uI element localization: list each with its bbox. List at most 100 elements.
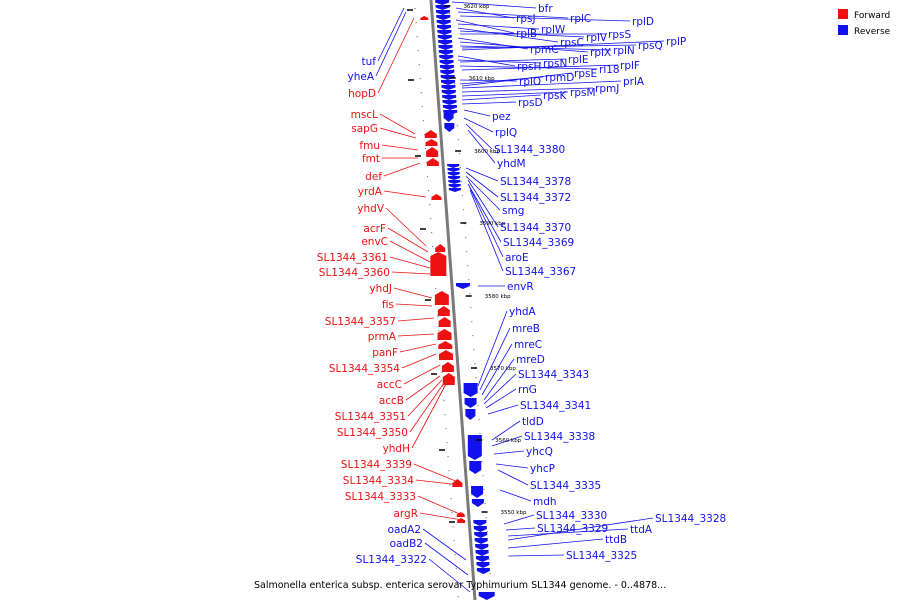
forward-gene-feature (438, 341, 453, 349)
leader-line (457, 59, 542, 64)
reverse-gene-feature (443, 113, 454, 122)
grid-dot (458, 153, 461, 155)
reverse-gene-feature (438, 45, 453, 50)
reverse-gene-feature (438, 50, 453, 55)
grid-dot (445, 428, 447, 430)
grid-dot (473, 349, 475, 351)
forward-gene-feature (452, 479, 463, 487)
forward-gene-feature (426, 147, 439, 157)
reverse-gene-label: rpsH (517, 61, 541, 73)
forward-gene-label: SL1344_3357 (325, 316, 396, 328)
reverse-gene-feature (469, 461, 482, 474)
reverse-gene-label: rpsM (570, 87, 596, 99)
reverse-gene-label: rpsK (543, 90, 567, 102)
leader-line (479, 327, 511, 391)
reverse-gene-feature (447, 168, 460, 172)
grid-dot (425, 162, 428, 164)
reverse-gene-label: smg (502, 205, 524, 217)
forward-gene-feature (424, 130, 437, 138)
grid-dot (426, 176, 429, 178)
forward-gene-label: SL1344_3354 (329, 363, 401, 375)
reverse-gene-feature (448, 180, 461, 184)
grid-dot (452, 526, 454, 528)
leader-line (467, 129, 496, 164)
grid-dot (469, 293, 471, 295)
scale-tick-label: 3580 kbp (485, 294, 511, 300)
grid-dot (414, 8, 416, 10)
reverse-gene-label: SL1344_3338 (524, 431, 595, 443)
leader-line (377, 17, 415, 94)
reverse-gene-label: SL1344_3372 (500, 192, 571, 204)
scale-tick-label: 3610 kbp (469, 76, 495, 82)
grid-dot (461, 195, 464, 197)
reverse-gene-label: rpsD (518, 97, 543, 109)
leader-line (409, 382, 445, 433)
leader-line (461, 64, 619, 71)
leader-line (401, 353, 437, 369)
forward-gene-label: fmu (359, 140, 380, 152)
grid-dot (418, 64, 420, 66)
reverse-gene-label: rl18 (599, 64, 620, 76)
reverse-gene-feature (442, 105, 457, 110)
grid-dot (484, 503, 486, 505)
forward-gene-label: fmt (362, 153, 380, 165)
leader-line (399, 343, 437, 353)
reverse-gene-feature (437, 30, 452, 35)
scale-tick-label: 3550 kbp (501, 510, 527, 516)
leader-line (463, 117, 494, 133)
forward-gene-label: SL1344_3334 (343, 475, 415, 487)
reverse-gene-label: SL1344_3370 (500, 222, 571, 234)
reverse-gene-feature (440, 70, 455, 75)
leader-line (469, 187, 504, 258)
reverse-gene-feature (475, 550, 489, 556)
leader-line (459, 15, 631, 22)
legend-reverse-label: Reverse (854, 27, 891, 37)
leader-line (379, 127, 417, 139)
leader-line (491, 420, 521, 441)
leader-line (503, 514, 535, 525)
leader-line (465, 167, 499, 182)
reverse-gene-feature (442, 100, 457, 105)
forward-gene-feature (442, 373, 455, 385)
reverse-gene-feature (474, 538, 488, 544)
leader-line (457, 11, 569, 19)
forward-gene-feature (456, 512, 465, 517)
leader-line (387, 227, 429, 253)
reverse-gene-label: yhdM (497, 158, 526, 170)
leader-line (422, 528, 467, 561)
reverse-gene-label: aroE (505, 252, 529, 264)
forward-gene-label: SL1344_3339 (341, 459, 412, 471)
scale-ticks: 3620 kbp 3610 kbp 3600 kbp 3590 kbp 3580 kbp… (407, 4, 527, 523)
grid-dot (477, 405, 479, 407)
reverse-gene-feature (435, 0, 450, 5)
reverse-gene-label: yhcQ (526, 446, 553, 458)
forward-gene-label: yhdJ (369, 283, 392, 295)
grid-dot (443, 400, 445, 402)
grid-dot (459, 167, 462, 169)
grid-dot (453, 540, 455, 542)
reverse-gene-label: mreB (512, 323, 540, 335)
leader-line (461, 87, 594, 93)
scale-tick-label: 3600 kbp (474, 149, 500, 155)
forward-gene-label: SL1344_3350 (337, 427, 408, 439)
grid-dot (483, 489, 485, 491)
leader-line (461, 80, 622, 89)
reverse-gene-feature (439, 60, 454, 65)
leader-line (477, 310, 508, 387)
grid-dot (466, 251, 468, 253)
forward-gene-label: tuf (362, 56, 377, 68)
reverse-gene-feature (448, 184, 461, 188)
leader-line (461, 40, 665, 51)
leader-line (491, 435, 523, 447)
reverse-gene-label: SL1344_3380 (494, 144, 565, 156)
reverse-gene-feature (439, 55, 454, 60)
grid-dot (446, 442, 448, 444)
grid-dot (455, 568, 457, 570)
forward-gene-label: SL1344_3360 (319, 267, 390, 279)
grid-dot (449, 484, 451, 486)
reverse-gene-label: rplO (519, 76, 541, 88)
reverse-gene-feature (465, 409, 476, 420)
grid-dot (472, 335, 474, 337)
leader-line (459, 45, 612, 51)
grid-dot (490, 587, 492, 589)
